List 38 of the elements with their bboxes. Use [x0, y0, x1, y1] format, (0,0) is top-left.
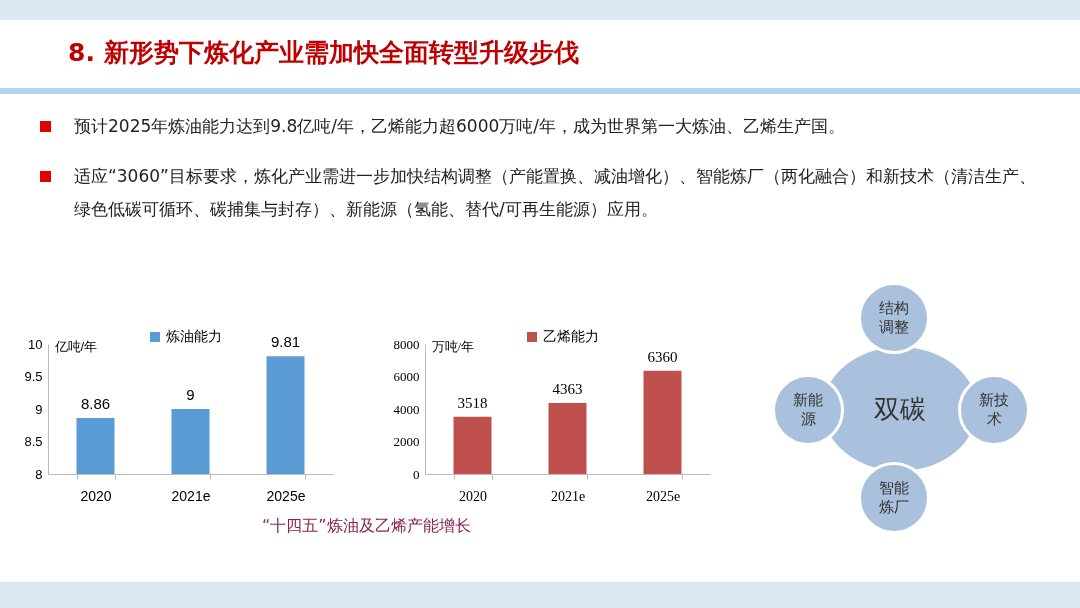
data-label: 8.86 [80, 395, 111, 413]
text: 8. 新形势下炼化产业需加快全面转型升级步伐 [68, 37, 579, 69]
bar [548, 403, 587, 474]
x-tick-label: 2020 [80, 487, 112, 504]
bar [643, 370, 682, 474]
x-tick-label: 2020 [459, 488, 487, 504]
y-tick-label: 9.5 [24, 369, 43, 384]
x-tick-label: 2025e [266, 487, 306, 504]
text: 结构调整 [878, 299, 910, 337]
data-label: 6360 [647, 348, 678, 365]
y-tick-label: 2000 [393, 434, 420, 449]
text: “十四五”炼油及乙烯产能增长 [262, 516, 471, 537]
y-tick-label: 8000 [393, 336, 420, 352]
y-tick-label: 4000 [393, 401, 420, 417]
y-axis-title: 万吨/年 [431, 338, 475, 354]
y-tick-label: 6000 [393, 369, 420, 384]
y-tick-label: 8.5 [24, 434, 43, 449]
y-axis-title: 亿吨/年 [53, 338, 98, 354]
text: 智能炼厂 [878, 479, 910, 517]
x-tick-label: 2025e [645, 488, 681, 504]
text: 新技术 [978, 391, 1010, 429]
y-tick-label: 10 [28, 336, 43, 352]
text: 适应“3060”目标要求，炼化产业需进一步加快结构调整（产能置换、减油增化）、智能炼厂（两化融合）和新技术（清洁生产、绿色低碳可循环、碳捕集与封存）、新能源（氢能、替代/可再生能源）应用。 [73, 165, 1037, 221]
text: 新能源 [792, 391, 824, 429]
data-label: 3518 [457, 394, 488, 411]
y-tick-label: 0 [413, 466, 420, 482]
data-label: 9 [186, 386, 195, 403]
legend-label: 乙烯能力 [543, 329, 599, 344]
y-tick-label: 8 [35, 466, 43, 482]
y-tick-label: 9 [35, 401, 43, 417]
legend-label: 炼油能力 [166, 328, 222, 344]
text: 双碳 [874, 393, 926, 424]
text: 预计2025年炼油能力达到9.8亿吨/年，乙烯能力超6000万吨/年，成为世界第一大炼油、乙烯生产国。 [73, 115, 847, 138]
bar [453, 416, 492, 474]
data-label: 4363 [552, 381, 583, 398]
x-tick-label: 2021e [171, 487, 211, 504]
data-label: 9.81 [270, 333, 301, 351]
x-tick-label: 2021e [550, 488, 586, 504]
